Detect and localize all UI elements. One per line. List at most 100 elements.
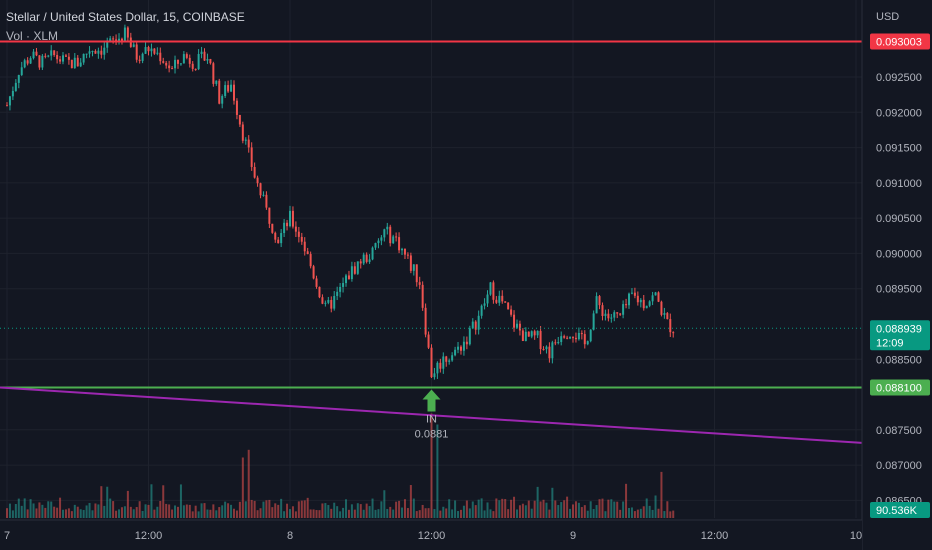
- volume-bar: [115, 510, 118, 518]
- price-tick-label: 0.091000: [876, 178, 922, 190]
- volume-bar: [554, 500, 557, 518]
- chart-grid: [0, 0, 862, 518]
- volume-bar: [247, 449, 250, 518]
- candle-body: [26, 60, 29, 64]
- candle-body: [448, 360, 451, 362]
- volume-bar: [495, 498, 498, 518]
- volume-bar: [636, 509, 639, 518]
- candle-body: [156, 52, 159, 54]
- candle-body: [592, 313, 595, 330]
- candle-body: [232, 84, 235, 101]
- volume-bar: [451, 509, 454, 518]
- candle-body: [144, 47, 147, 54]
- volume-bar: [572, 504, 574, 518]
- candle-body: [610, 317, 613, 319]
- candle-body: [530, 331, 533, 337]
- candle-body: [524, 331, 527, 342]
- candle-body: [291, 210, 294, 227]
- volume-bar: [604, 511, 607, 518]
- candle-body: [64, 55, 67, 57]
- volume-bar: [339, 511, 342, 518]
- price-tick-label: 0.087000: [876, 460, 922, 472]
- volume-bar: [598, 499, 601, 518]
- candle-body: [551, 342, 554, 359]
- candle-body: [112, 38, 115, 40]
- candlesticks: [6, 24, 675, 380]
- volume-bar: [289, 509, 291, 518]
- volume-bar: [253, 500, 256, 518]
- candle-body: [118, 38, 121, 41]
- candle-body: [595, 296, 598, 314]
- level-lines[interactable]: [0, 40, 863, 444]
- volume-bar: [286, 503, 289, 518]
- candle-body: [241, 124, 244, 141]
- candle-body: [265, 194, 268, 208]
- candle-body: [619, 313, 622, 315]
- candle-body: [347, 275, 350, 280]
- candle-body: [165, 62, 168, 66]
- volume-bar: [209, 509, 212, 518]
- candle-body: [510, 309, 513, 315]
- volume-bar: [380, 501, 383, 518]
- candle-body: [215, 80, 218, 84]
- time-axis-bg: [0, 520, 862, 550]
- candle-body: [657, 292, 660, 302]
- volume-bar: [20, 505, 23, 518]
- volume-bar: [109, 498, 112, 518]
- candle-body: [162, 61, 165, 63]
- candle-body: [224, 85, 227, 97]
- candle-body: [35, 51, 38, 56]
- volume-bar: [277, 504, 280, 518]
- candle-body: [427, 334, 430, 348]
- volume-bar: [345, 499, 348, 518]
- candle-body: [533, 331, 536, 336]
- trendline[interactable]: [0, 386, 863, 444]
- volume-bar: [206, 509, 209, 518]
- volume-bar: [106, 486, 109, 518]
- candle-body: [312, 266, 315, 279]
- candle-body: [297, 231, 300, 237]
- candle-body: [362, 254, 365, 264]
- volume-bar: [377, 509, 380, 518]
- candle-body: [474, 321, 477, 330]
- current-price-badge: [870, 320, 930, 351]
- volume-bar: [521, 503, 524, 518]
- volume-bar: [459, 509, 462, 518]
- candle-body: [268, 207, 271, 224]
- volume-bar: [530, 508, 533, 518]
- volume-bar: [486, 502, 489, 518]
- volume-bar: [56, 507, 59, 518]
- volume-bar: [457, 511, 460, 518]
- volume-bar: [306, 497, 309, 518]
- volume-bar: [477, 499, 480, 518]
- volume-bar: [262, 501, 265, 518]
- time-tick-label: 10: [850, 530, 862, 542]
- volume-bar: [371, 498, 374, 518]
- volume-bar: [586, 510, 589, 518]
- volume-bar: [569, 508, 572, 518]
- candle-body: [339, 286, 342, 292]
- time-tick-label: 7: [4, 530, 10, 542]
- volume-bar: [79, 509, 82, 518]
- volume-bar: [103, 505, 106, 518]
- candle-body: [586, 341, 589, 345]
- candle-body: [17, 74, 20, 83]
- volume-bar: [589, 501, 592, 518]
- candle-body: [589, 329, 592, 342]
- candle-body: [197, 53, 200, 70]
- candle-body: [430, 347, 433, 378]
- candle-body: [353, 266, 356, 274]
- candle-body: [418, 282, 421, 285]
- candle-body: [365, 254, 368, 262]
- volume-bar: [291, 506, 294, 518]
- volume-bar: [651, 509, 654, 518]
- volume-bar: [607, 499, 610, 518]
- volume-bar: [94, 503, 97, 518]
- price-tick-label: 0.087500: [876, 425, 922, 437]
- candle-body: [141, 53, 144, 61]
- volume-bar: [256, 510, 259, 518]
- candle-body: [645, 305, 648, 309]
- volume-bar: [174, 505, 177, 518]
- volume-bar: [156, 506, 159, 518]
